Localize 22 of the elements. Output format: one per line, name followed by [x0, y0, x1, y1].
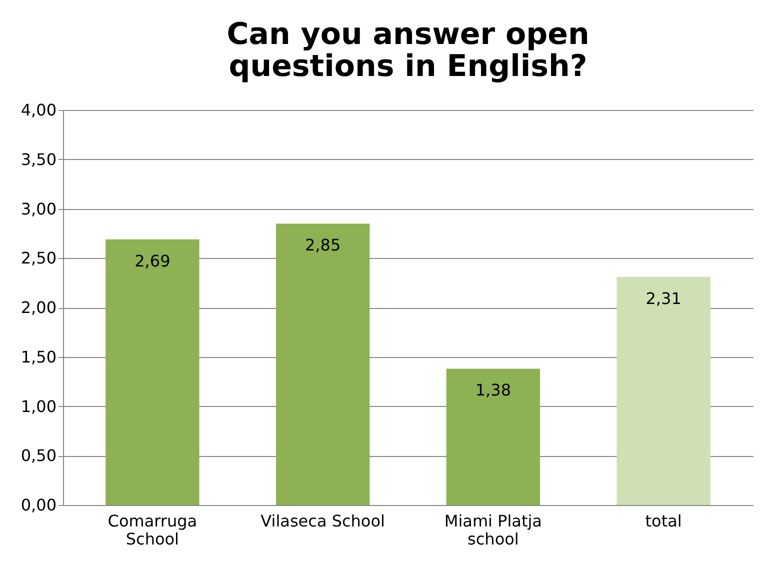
- x-tick-label: total: [645, 512, 682, 530]
- data-label: 2,85: [305, 236, 341, 255]
- bar: [446, 368, 540, 505]
- y-tick-label: 2,50: [20, 248, 56, 268]
- y-tick-label: 2,00: [20, 298, 56, 317]
- y-tick-label: 3,00: [20, 199, 56, 218]
- bar: [276, 224, 370, 505]
- bar: [106, 239, 200, 505]
- x-tick-label: Comarruga School: [108, 512, 198, 548]
- x-tick-label: Vilaseca School: [260, 512, 385, 530]
- y-tick-label: 1,50: [20, 347, 56, 366]
- data-label: 2,31: [646, 288, 682, 308]
- y-tick-label: 0,50: [20, 446, 56, 466]
- y-tick-label: 4,00: [20, 100, 56, 120]
- bar: [616, 276, 710, 505]
- data-label: 2,69: [134, 251, 170, 270]
- x-tick-label: Miami Platja school: [444, 512, 542, 548]
- y-tick-label: 1,00: [20, 396, 56, 416]
- y-tick-label: 3,50: [20, 150, 56, 169]
- y-tick-label: 0,00: [20, 496, 56, 514]
- chart-title: Can you answer open questions in English?: [226, 17, 590, 84]
- data-label: 1,38: [475, 380, 511, 400]
